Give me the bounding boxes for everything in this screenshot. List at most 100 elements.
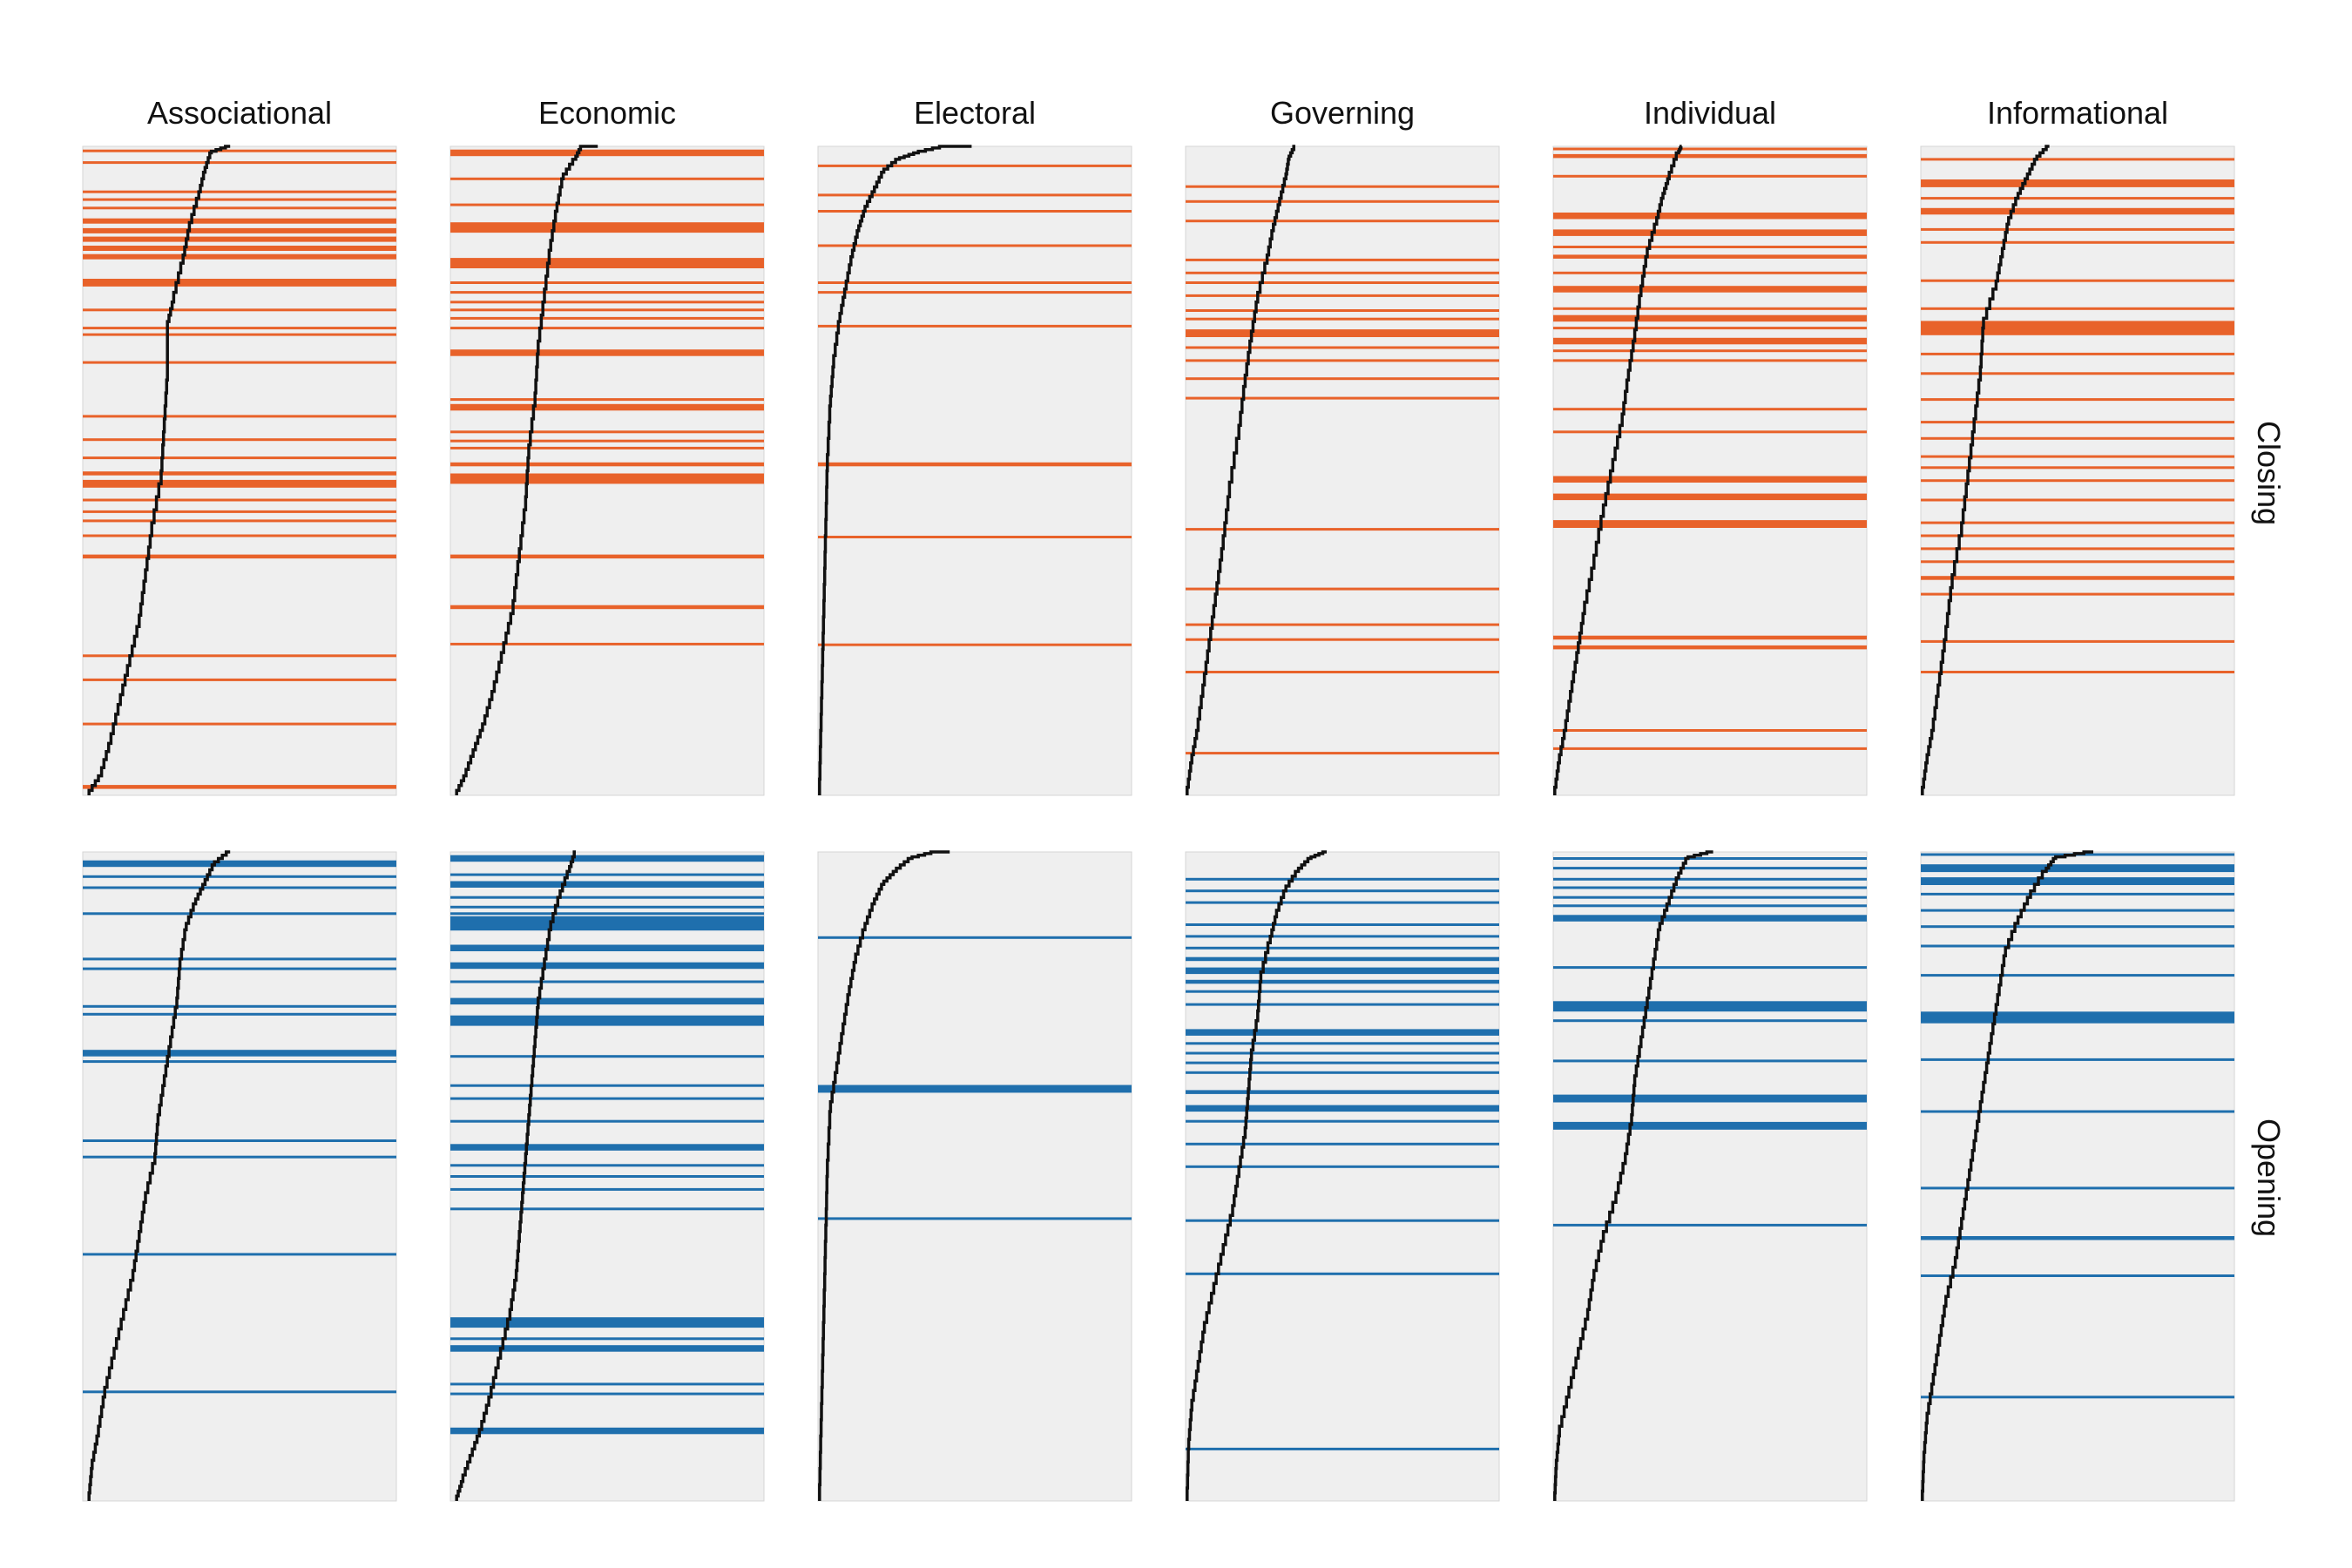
event-line-closing — [1553, 246, 1867, 248]
event-line-closing — [818, 244, 1132, 247]
event-line-opening — [1553, 1223, 1867, 1227]
event-line-closing — [83, 149, 396, 152]
event-line-closing — [1186, 623, 1499, 626]
panel-electoral-closing — [817, 145, 1132, 796]
event-line-closing — [1553, 286, 1867, 293]
event-line-closing — [818, 324, 1132, 328]
event-line-closing — [1921, 307, 2234, 310]
event-line-closing — [83, 510, 396, 513]
panel-background — [817, 851, 1132, 1502]
panel-background — [1552, 851, 1868, 1502]
event-line-opening — [450, 1015, 764, 1026]
event-line-closing — [83, 554, 396, 559]
event-line-opening — [1186, 1165, 1499, 1168]
event-line-opening — [83, 1012, 396, 1016]
event-line-closing — [83, 415, 396, 418]
event-line-closing — [83, 218, 396, 224]
event-line-closing — [1921, 639, 2234, 643]
event-line-closing — [1921, 436, 2234, 440]
event-line-opening — [83, 1060, 396, 1064]
event-line-opening — [450, 962, 764, 970]
event-line-opening — [1553, 966, 1867, 970]
event-line-closing — [1186, 359, 1499, 362]
event-line-closing — [1553, 307, 1867, 310]
event-line-closing — [1921, 421, 2234, 424]
event-line-closing — [1921, 479, 2234, 483]
event-line-opening — [1553, 1121, 1867, 1130]
event-line-opening — [450, 1084, 764, 1087]
event-line-opening — [1186, 946, 1499, 950]
cumulative-curve — [455, 145, 598, 795]
event-line-closing — [83, 519, 396, 523]
event-line-closing — [1921, 576, 2234, 580]
event-line-closing — [1186, 752, 1499, 755]
event-line-opening — [83, 1390, 396, 1394]
event-line-closing — [1921, 279, 2234, 282]
event-line-opening — [450, 916, 764, 931]
event-line-closing — [83, 678, 396, 681]
event-line-opening — [1186, 1272, 1499, 1275]
event-line-closing — [83, 534, 396, 537]
event-line-closing — [1553, 147, 1867, 151]
event-line-closing — [450, 222, 764, 233]
event-line-closing — [450, 291, 764, 294]
event-line-closing — [1553, 408, 1867, 411]
event-line-opening — [1921, 909, 2234, 912]
event-line-opening — [1186, 889, 1499, 893]
event-line-closing — [1186, 329, 1499, 337]
event-line-closing — [1921, 352, 2234, 355]
event-line-closing — [1186, 528, 1499, 531]
event-line-opening — [1921, 877, 2234, 885]
event-line-closing — [1186, 281, 1499, 284]
event-line-closing — [450, 203, 764, 206]
event-line-closing — [83, 785, 396, 789]
event-line-opening — [450, 1382, 764, 1386]
panel-informational-opening — [1920, 850, 2235, 1502]
event-line-closing — [83, 198, 396, 201]
panel-economic-closing — [449, 145, 765, 796]
event-line-closing — [1553, 174, 1867, 178]
event-line-closing — [1186, 396, 1499, 400]
panel-background — [82, 145, 397, 796]
event-line-closing — [450, 473, 764, 484]
event-line-closing — [83, 361, 396, 364]
event-line-closing — [83, 227, 396, 233]
event-line-opening — [1186, 990, 1499, 993]
event-line-opening — [450, 997, 764, 1005]
event-line-closing — [1186, 258, 1499, 261]
event-line-closing — [1921, 455, 2234, 458]
event-line-closing — [1921, 227, 2234, 231]
event-line-closing — [450, 446, 764, 449]
event-line-opening — [1186, 1447, 1499, 1450]
event-line-closing — [1553, 314, 1867, 322]
event-line-closing — [1921, 592, 2234, 596]
event-line-opening — [450, 912, 764, 916]
event-line-opening — [1186, 1061, 1499, 1064]
event-line-closing — [818, 164, 1132, 167]
event-line-opening — [1186, 935, 1499, 938]
event-line-opening — [818, 1217, 1132, 1220]
event-line-opening — [83, 1050, 396, 1057]
event-line-closing — [450, 316, 764, 320]
event-line-opening — [450, 1427, 764, 1435]
event-line-closing — [83, 206, 396, 210]
event-line-opening — [1186, 877, 1499, 881]
event-line-opening — [1553, 904, 1867, 908]
event-line-opening — [83, 860, 396, 868]
event-line-opening — [1921, 1110, 2234, 1113]
event-line-closing — [818, 291, 1132, 294]
panel-individual-opening — [1552, 850, 1868, 1502]
event-line-closing — [1186, 317, 1499, 321]
event-line-closing — [450, 308, 764, 312]
event-line-closing — [83, 479, 396, 488]
event-line-closing — [450, 281, 764, 284]
event-line-closing — [83, 253, 396, 260]
event-line-closing — [1921, 560, 2234, 564]
event-line-opening — [83, 1253, 396, 1256]
panel-governing-opening — [1185, 850, 1500, 1502]
panel-background — [449, 145, 765, 796]
event-line-opening — [1186, 1090, 1499, 1094]
panel-background — [82, 851, 397, 1502]
event-line-closing — [450, 149, 764, 157]
event-line-opening — [450, 905, 764, 909]
